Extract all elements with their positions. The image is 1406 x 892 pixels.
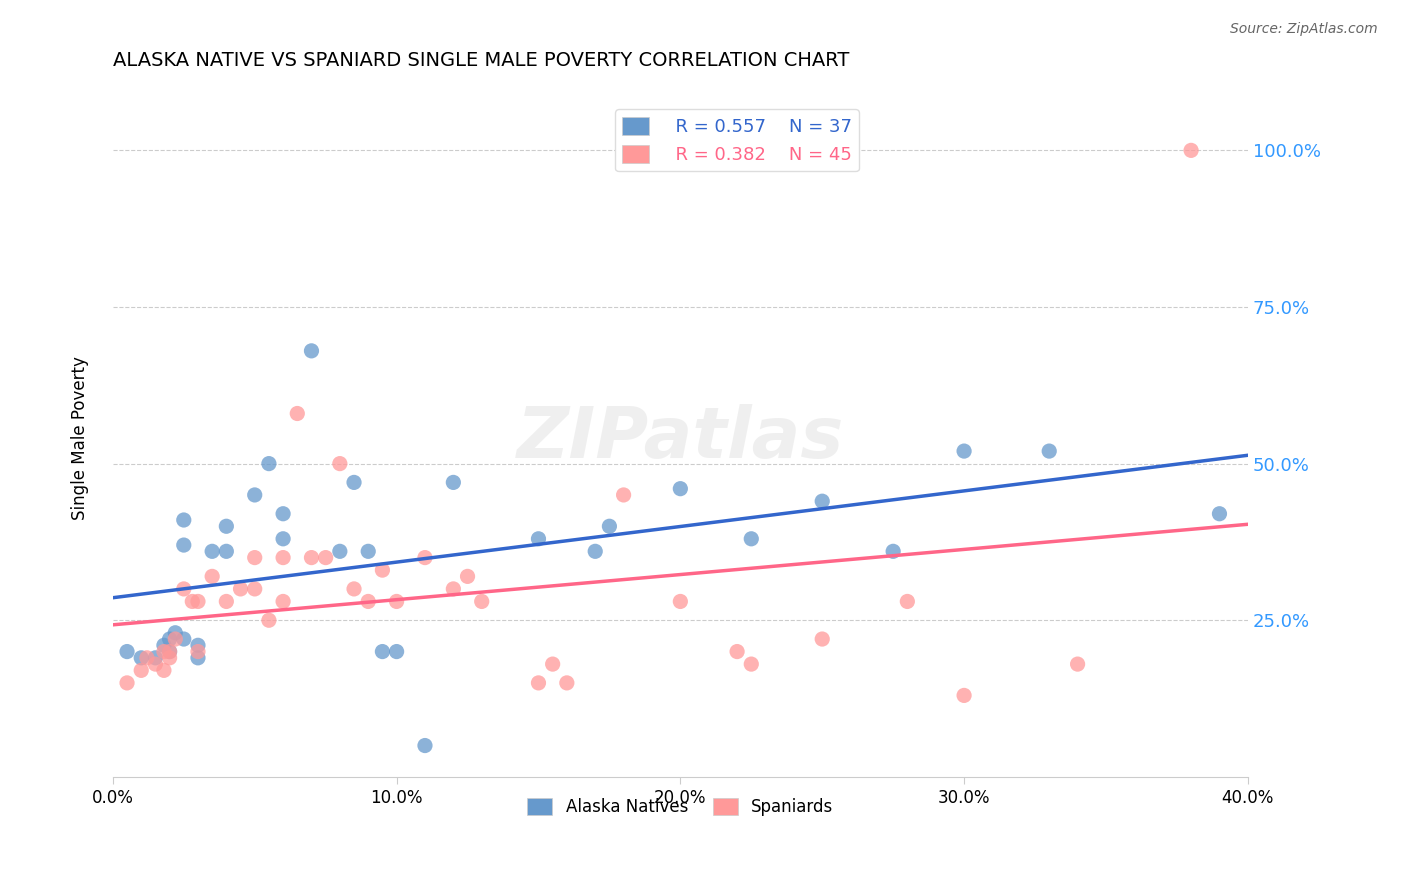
Point — [441, 475, 464, 490]
Point — [1038, 444, 1060, 458]
Point — [135, 650, 157, 665]
Point — [243, 488, 266, 502]
Point — [153, 644, 176, 658]
Point — [153, 638, 176, 652]
Point — [159, 650, 181, 665]
Point — [357, 544, 380, 558]
Point — [173, 513, 195, 527]
Point — [187, 638, 209, 652]
Point — [598, 519, 620, 533]
Point — [882, 544, 904, 558]
Point — [329, 544, 352, 558]
Y-axis label: Single Male Poverty: Single Male Poverty — [72, 357, 89, 521]
Point — [669, 482, 692, 496]
Point — [740, 657, 762, 672]
Point — [357, 594, 380, 608]
Point — [215, 594, 238, 608]
Point — [413, 550, 436, 565]
Point — [371, 563, 394, 577]
Point — [159, 632, 181, 646]
Point — [159, 644, 181, 658]
Point — [173, 538, 195, 552]
Point — [129, 650, 152, 665]
Point — [187, 644, 209, 658]
Point — [165, 632, 187, 646]
Point — [413, 739, 436, 753]
Point — [115, 676, 138, 690]
Point — [583, 544, 606, 558]
Point — [811, 494, 834, 508]
Point — [173, 632, 195, 646]
Point — [181, 594, 204, 608]
Point — [153, 664, 176, 678]
Point — [271, 532, 294, 546]
Point — [201, 544, 224, 558]
Point — [145, 657, 167, 672]
Point — [301, 550, 323, 565]
Text: Source: ZipAtlas.com: Source: ZipAtlas.com — [1230, 22, 1378, 37]
Point — [201, 569, 224, 583]
Point — [271, 550, 294, 565]
Point — [527, 532, 550, 546]
Text: ALASKA NATIVE VS SPANIARD SINGLE MALE POVERTY CORRELATION CHART: ALASKA NATIVE VS SPANIARD SINGLE MALE PO… — [112, 51, 849, 70]
Point — [725, 644, 748, 658]
Point — [257, 613, 280, 627]
Point — [896, 594, 918, 608]
Point — [371, 644, 394, 658]
Point — [271, 507, 294, 521]
Point — [257, 457, 280, 471]
Point — [129, 664, 152, 678]
Point — [145, 650, 167, 665]
Point — [1180, 144, 1202, 158]
Point — [385, 644, 408, 658]
Point — [159, 644, 181, 658]
Point — [243, 550, 266, 565]
Point — [1066, 657, 1088, 672]
Point — [555, 676, 578, 690]
Point — [165, 625, 187, 640]
Point — [613, 488, 636, 502]
Point — [541, 657, 564, 672]
Point — [115, 644, 138, 658]
Point — [811, 632, 834, 646]
Point — [215, 519, 238, 533]
Point — [953, 444, 976, 458]
Point — [329, 457, 352, 471]
Point — [215, 544, 238, 558]
Point — [343, 475, 366, 490]
Point — [285, 407, 308, 421]
Point — [953, 689, 976, 703]
Point — [457, 569, 479, 583]
Point — [669, 594, 692, 608]
Point — [173, 582, 195, 596]
Point — [187, 650, 209, 665]
Point — [315, 550, 337, 565]
Point — [527, 676, 550, 690]
Text: ZIPatlas: ZIPatlas — [516, 404, 844, 473]
Point — [385, 594, 408, 608]
Point — [271, 594, 294, 608]
Point — [243, 582, 266, 596]
Point — [343, 582, 366, 596]
Point — [301, 343, 323, 358]
Legend: Alaska Natives, Spaniards: Alaska Natives, Spaniards — [520, 791, 841, 822]
Point — [441, 582, 464, 596]
Point — [1208, 507, 1230, 521]
Point — [229, 582, 252, 596]
Point — [471, 594, 494, 608]
Point — [740, 532, 762, 546]
Point — [187, 594, 209, 608]
